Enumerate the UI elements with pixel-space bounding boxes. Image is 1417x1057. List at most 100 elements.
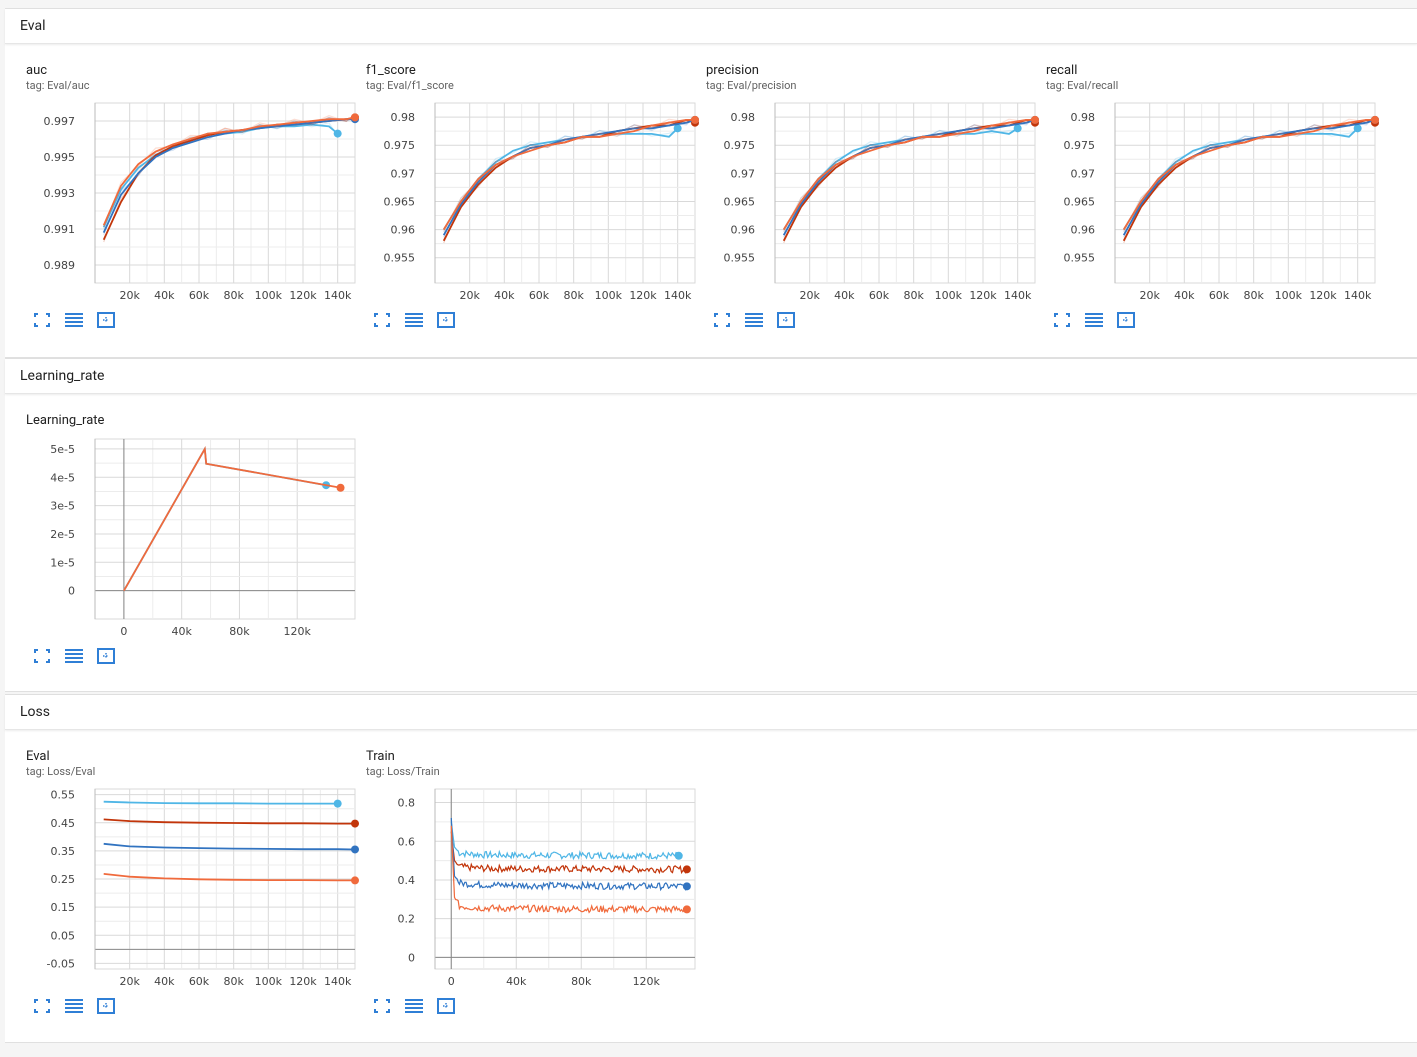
fit-domain-icon[interactable]	[95, 646, 117, 666]
card-title: auc	[26, 63, 48, 78]
fit-domain-icon[interactable]	[435, 996, 457, 1016]
fit-domain-icon[interactable]	[1115, 310, 1137, 330]
data-table-icon[interactable]	[63, 646, 85, 666]
x-tick-label: 60k	[869, 289, 890, 302]
series-end-marker	[1013, 124, 1022, 133]
series-end-marker	[351, 876, 359, 885]
x-tick-label: 40k	[506, 975, 527, 988]
x-tick-label: 140k	[324, 289, 352, 302]
fullscreen-icon[interactable]	[31, 996, 53, 1016]
fullscreen-icon[interactable]	[31, 646, 53, 666]
fit-domain-icon[interactable]	[435, 310, 457, 330]
y-tick-label: 0.15	[51, 901, 76, 914]
section-header[interactable]: Loss	[5, 695, 1417, 730]
card-f1: f1_score tag: Eval/f1_score	[366, 63, 701, 343]
card-loss-train: Train tag: Loss/Train	[366, 749, 701, 1029]
y-tick-label: 0.8	[398, 797, 416, 810]
card-recall: recall tag: Eval/recall	[1046, 63, 1381, 343]
x-tick-label: 140k	[1004, 289, 1032, 302]
series-end-marker	[333, 799, 342, 808]
y-tick-label: 2e-5	[50, 528, 75, 541]
chart-loss-train[interactable]: 0 40k 80k 120k 0 0.2 0.4 0.6 0.8	[360, 786, 700, 996]
y-tick-label: 0.97	[1071, 167, 1096, 180]
data-table-icon[interactable]	[63, 310, 85, 330]
card-tag: tag: Eval/precision	[706, 79, 797, 92]
y-tick-label: 0.989	[44, 259, 76, 272]
x-tick-label: 20k	[119, 975, 140, 988]
x-tick-label: 80k	[223, 289, 244, 302]
fullscreen-icon[interactable]	[31, 310, 53, 330]
fullscreen-icon[interactable]	[1051, 310, 1073, 330]
series-line	[442, 118, 695, 231]
chart-recall[interactable]: 20k 40k 60k 80k 100k 120k 140k 0.955 0.96 0.965 0.…	[1040, 100, 1380, 310]
y-tick-label: 1e-5	[50, 556, 75, 569]
fullscreen-icon[interactable]	[711, 310, 733, 330]
data-table-icon[interactable]	[403, 996, 425, 1016]
y-tick-label: 0.965	[724, 195, 756, 208]
series-end-marker	[682, 905, 691, 914]
fit-domain-icon[interactable]	[775, 310, 797, 330]
series-end-marker	[351, 819, 359, 828]
series-end-marker	[673, 124, 682, 133]
series-end-marker	[351, 113, 359, 122]
chart-learning-rate[interactable]: 0 40k 80k 120k 0 1e-5 2e-5 3e-5 4e-5 5e-5	[20, 436, 360, 646]
fit-domain-icon[interactable]	[95, 310, 117, 330]
y-tick-label: 0.6	[398, 835, 416, 848]
y-tick-label: 0.35	[51, 845, 76, 858]
x-tick-label: 60k	[529, 289, 550, 302]
series-end-marker	[351, 845, 359, 854]
series-end-marker	[333, 129, 342, 138]
series-end-marker	[1371, 115, 1379, 124]
series-end-marker	[336, 483, 345, 492]
chart-controls	[31, 996, 131, 1018]
y-tick-label: 0.955	[724, 252, 756, 265]
y-tick-label: 0.98	[391, 111, 416, 124]
plot-frame	[434, 788, 696, 970]
series-line	[1122, 119, 1376, 236]
chart-precision[interactable]: 20k 40k 60k 80k 100k 120k 140k 0.955 0.96 0.965 0.…	[700, 100, 1040, 310]
fullscreen-icon[interactable]	[371, 310, 393, 330]
section-title: Learning_rate	[20, 368, 105, 384]
series-line	[123, 445, 341, 592]
x-tick-label: 60k	[189, 975, 210, 988]
series-line	[782, 119, 1036, 236]
x-tick-label: 20k	[459, 289, 480, 302]
y-tick-label: 0.96	[391, 224, 416, 237]
chart-auc[interactable]: 20k 40k 60k 80k 100k 120k 140k 0.989 0.991 0.993 0…	[20, 100, 360, 310]
chart-controls	[1051, 310, 1151, 332]
x-tick-label: 40k	[171, 625, 192, 638]
series-line	[450, 831, 688, 875]
x-tick-label: 100k	[255, 975, 283, 988]
x-tick-label: 120k	[629, 289, 657, 302]
card-tag: tag: Loss/Eval	[26, 765, 96, 778]
y-tick-label: 0	[408, 951, 415, 964]
card-title: Train	[366, 749, 395, 764]
series-line	[103, 842, 356, 851]
y-tick-label: -0.05	[47, 957, 75, 970]
chart-loss-eval[interactable]: 20k 40k 60k 80k 100k 120k 140k -0.05 0.05 0.15 0.2…	[20, 786, 360, 996]
section-header[interactable]: Learning_rate	[5, 359, 1417, 394]
y-tick-label: 0.97	[391, 167, 416, 180]
chart-controls	[31, 310, 131, 332]
chart-f1-score[interactable]: 20k 40k 60k 80k 100k 120k 140k 0.955 0.96 0.965 0.…	[360, 100, 700, 310]
data-table-icon[interactable]	[403, 310, 425, 330]
card-tag: tag: Eval/f1_score	[366, 79, 454, 92]
series-line	[450, 817, 688, 892]
data-table-icon[interactable]	[1083, 310, 1105, 330]
fullscreen-icon[interactable]	[371, 996, 393, 1016]
x-tick-label: 80k	[903, 289, 924, 302]
data-table-icon[interactable]	[63, 996, 85, 1016]
y-tick-label: 0.955	[1064, 252, 1096, 265]
data-table-icon[interactable]	[743, 310, 765, 330]
section-header[interactable]: Eval	[5, 9, 1417, 44]
section-title: Eval	[20, 18, 46, 34]
chart-controls	[371, 996, 471, 1018]
fit-domain-icon[interactable]	[95, 996, 117, 1016]
card-loss-eval: Eval tag: Loss/Eval	[26, 749, 361, 1029]
chart-controls	[371, 310, 471, 332]
x-tick-label: 140k	[1344, 289, 1372, 302]
y-tick-label: 0.991	[44, 223, 76, 236]
x-tick-label: 80k	[1243, 289, 1264, 302]
x-tick-label: 120k	[969, 289, 997, 302]
card-title: f1_score	[366, 63, 416, 78]
